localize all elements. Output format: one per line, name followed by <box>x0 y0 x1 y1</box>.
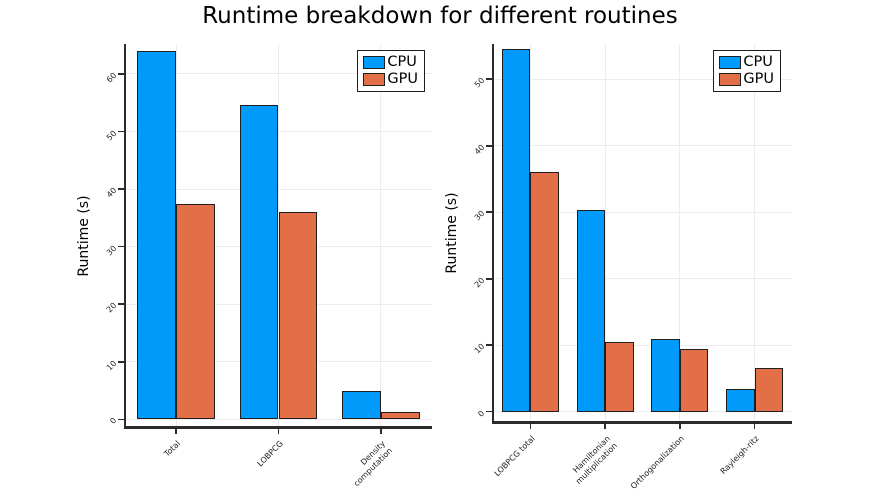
y-tick <box>486 344 492 346</box>
y-tick-label: 50 <box>472 76 487 90</box>
x-axis-spine <box>124 426 432 429</box>
bar-gpu-total <box>176 204 216 420</box>
gridline-horizontal <box>493 145 792 147</box>
x-category-label: Orthogonalization <box>629 434 687 489</box>
legend-label-gpu: GPU <box>743 71 774 88</box>
gridline-vertical <box>604 44 606 423</box>
y-tick-label: 30 <box>472 209 487 223</box>
legend: CPU GPU <box>357 50 425 93</box>
y-tick-label: 0 <box>108 416 119 427</box>
y-tick-label: 40 <box>472 142 487 157</box>
x-tick <box>604 423 606 429</box>
right-plot-area: 0 10 20 30 40 50 LOBPCG total Hamiltonian multip… <box>473 44 792 489</box>
legend-item-cpu: CPU <box>719 54 774 70</box>
legend-label-cpu: CPU <box>387 54 417 70</box>
y-tick-label: 30 <box>104 243 119 258</box>
bar-gpu-lobpcg-total <box>530 172 559 412</box>
gridline-horizontal <box>493 211 792 213</box>
x-category-label: Hamiltonian multiplication <box>570 434 619 486</box>
y-tick-label: 60 <box>104 70 119 85</box>
gridline-vertical <box>679 44 681 423</box>
bar-cpu-rayleigh-ritz <box>726 389 755 412</box>
bar-cpu-orthogonalization <box>651 339 680 412</box>
x-axis-spine <box>492 421 792 424</box>
y-tick-label: 20 <box>472 275 487 290</box>
legend-item-gpu: GPU <box>363 71 418 88</box>
bar-gpu-orthogonalization <box>679 348 709 412</box>
y-tick-label: 50 <box>104 128 119 142</box>
left-y-axis-label: Runtime (s) <box>76 195 92 277</box>
left-plot-area: 0 10 20 30 40 50 60 Total LOBPCG Density computati… <box>105 44 432 488</box>
y-tick-label: 0 <box>476 408 487 419</box>
legend-label-gpu: GPU <box>387 71 418 88</box>
bar-gpu-density-computation <box>380 411 420 420</box>
x-category-label: Total <box>162 439 183 459</box>
bar-gpu-hamiltonian-multiplication <box>605 341 634 412</box>
y-tick <box>118 188 124 190</box>
y-tick <box>118 245 124 248</box>
x-tick <box>753 423 756 429</box>
bar-gpu-lobpcg <box>278 212 318 420</box>
legend-item-gpu: GPU <box>719 71 774 88</box>
x-tick <box>380 428 382 434</box>
x-category-label: LOBPCG total <box>492 434 537 479</box>
bar-cpu-lobpcg-total <box>501 49 531 412</box>
y-tick <box>486 211 492 214</box>
x-tick <box>529 423 532 429</box>
y-tick <box>486 410 492 413</box>
y-tick <box>486 277 492 280</box>
y-tick <box>118 418 124 421</box>
bar-cpu-density-computation <box>341 391 381 420</box>
y-tick <box>118 130 124 133</box>
y-tick-label: 40 <box>104 185 119 200</box>
y-axis-spine <box>124 44 126 428</box>
legend-label-cpu: CPU <box>743 54 773 70</box>
y-tick-label: 10 <box>472 342 487 356</box>
x-tick <box>175 428 177 434</box>
gridline-horizontal <box>493 278 792 280</box>
bar-cpu-total <box>137 51 177 420</box>
legend: CPU GPU <box>713 50 781 93</box>
y-axis-spine <box>492 44 494 423</box>
y-tick <box>486 78 492 81</box>
legend-item-cpu: CPU <box>363 54 418 70</box>
x-tick <box>679 423 681 429</box>
x-category-label: LOBPCG <box>255 439 285 469</box>
gridline-vertical <box>380 44 382 428</box>
x-category-label: Rayleigh-ritz <box>719 434 761 476</box>
legend-swatch-cpu <box>719 56 742 70</box>
y-tick <box>118 303 124 306</box>
y-tick <box>118 360 124 363</box>
y-tick <box>118 73 124 75</box>
chart-title: Runtime breakdown for different routines <box>202 3 678 29</box>
x-category-label: Density computation <box>351 439 394 488</box>
legend-swatch-cpu <box>363 56 386 70</box>
y-tick-label: 20 <box>104 301 119 315</box>
y-tick-label: 10 <box>104 358 119 373</box>
gridline-vertical <box>754 44 756 423</box>
legend-swatch-gpu <box>719 73 742 87</box>
x-tick <box>277 428 280 434</box>
gridline-horizontal <box>493 78 792 80</box>
right-y-axis-label: Runtime (s) <box>444 192 460 274</box>
y-tick <box>486 144 492 147</box>
legend-swatch-gpu <box>363 73 386 87</box>
bar-cpu-hamiltonian-multiplication <box>576 209 606 412</box>
gridline-horizontal <box>493 344 792 346</box>
bar-gpu-rayleigh-ritz <box>754 368 784 412</box>
bar-cpu-lobpcg <box>239 105 279 420</box>
gridline-horizontal <box>493 411 792 413</box>
